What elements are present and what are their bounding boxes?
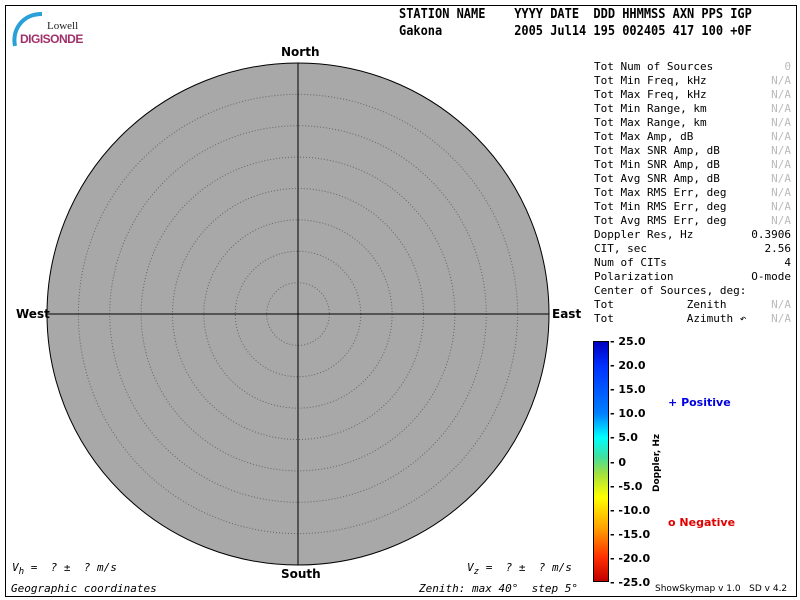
stat-value: 0 [784,60,791,73]
stat-label: Tot Min SNR Amp, dB [594,158,720,171]
header-values: Gakona 2005 Jul14 195 002405 417 100 +0F [399,24,752,39]
stat-row: Num of CITs 4 [594,256,791,270]
colorbar-tick: - -25.0 [610,576,651,589]
stat-label: Doppler Res, Hz [594,228,694,241]
stat-label: Tot Min Range, km [594,102,707,115]
stat-row: Doppler Res, Hz 0.3906 [594,228,791,242]
stat-row: Tot Max Range, km N/A [594,116,791,130]
stat-value: 0.3906 [751,228,791,241]
legend-positive: + Positive [668,396,731,409]
stat-label: Tot Max Amp, dB [594,130,694,143]
stat-row: Tot Min RMS Err, deg N/A [594,200,791,214]
vz-readout: Vz = ? ± ? m/s [467,561,572,578]
stat-row: Polarization O-mode [594,270,791,284]
stat-row: Tot Max RMS Err, deg N/A [594,186,791,200]
logo-text-digisonde: DIGISONDE [20,32,83,46]
stat-label: Num of CITs [594,256,667,269]
zenith-scale-label: Zenith: max 40° step 5° [419,582,578,595]
plus-icon: + [668,396,678,409]
stat-label: Tot Min RMS Err, deg [594,200,727,213]
colorbar-tick: - 10.0 [610,407,646,421]
statistics-panel: Tot Num of Sources 0 Tot Min Freq, kHz N/A T… [594,60,791,326]
label-north: North [281,45,320,59]
stat-label: Tot Avg SNR Amp, dB [594,172,720,185]
vh-readout: Vh = ? ± ? m/s [12,561,117,578]
stat-value: N/A [771,116,791,129]
stat-value: N/A [771,312,791,325]
logo-arc-icon [12,12,43,47]
digisonde-logo: Lowell DIGISONDE [10,10,90,50]
stat-value: N/A [771,102,791,115]
legend-negative: o Negative [668,516,735,529]
stat-label: Tot Avg RMS Err, deg [594,214,727,227]
colorbar-label: Doppler, Hz [652,433,662,492]
stat-label: Tot Max SNR Amp, dB [594,144,720,157]
stat-row: Tot Min SNR Amp, dB N/A [594,158,791,172]
colorbar-tick: - -15.0 [610,527,651,541]
stat-row: Center of Sources, deg: [594,284,791,298]
stat-value: N/A [771,214,791,227]
colorbar-tick: - -10.0 [610,503,651,517]
coordinates-label: Geographic coordinates [11,582,157,595]
stat-value: N/A [771,172,791,185]
stat-label: CIT, sec [594,242,647,255]
stat-value: 2.56 [764,242,792,255]
stat-row: Tot Azimuth ↶ N/A [594,312,791,326]
stat-label: Center of Sources, deg: [594,284,747,297]
colorbar-tick: - 25.0 [610,335,646,348]
stat-row: Tot Zenith N/A [594,298,791,312]
stat-value: N/A [771,144,791,157]
stat-value: N/A [771,298,791,311]
doppler-colorbar [593,341,609,582]
colorbar-tick: - 0 [610,455,627,469]
version-label: ShowSkymap v 1.0 SD v 4.2 [655,584,788,594]
stat-row: Tot Max Freq, kHz N/A [594,88,791,102]
logo-text-lowell: Lowell [47,20,79,32]
stat-row: Tot Avg RMS Err, deg N/A [594,214,791,228]
stat-label: Tot Num of Sources [594,60,714,73]
stat-row: Tot Min Freq, kHz N/A [594,74,791,88]
label-east: East [552,307,582,321]
stat-row: Tot Num of Sources 0 [594,60,791,74]
colorbar-tick: - 15.0 [610,383,646,397]
stat-label: Polarization [594,270,674,283]
stat-row: Tot Max SNR Amp, dB N/A [594,144,791,158]
stat-value: N/A [771,74,791,87]
stat-label: Tot Min Freq, kHz [594,74,707,87]
header-labels: STATION NAME YYYY DATE DDD HHMMSS AXN PP… [399,7,752,22]
colorbar-tick: - -20.0 [610,551,651,565]
stat-label: Tot Max Range, km [594,116,707,129]
label-west: West [16,307,50,321]
stat-value: N/A [771,88,791,101]
stat-value: N/A [771,158,791,171]
stat-row: Tot Max Amp, dB N/A [594,130,791,144]
stat-row: CIT, sec 2.56 [594,242,791,256]
legend-negative-label: Negative [679,516,736,529]
top-border [5,5,797,6]
stat-value: N/A [771,200,791,213]
colorbar-tick: - -5.0 [610,479,643,493]
colorbar-tick: - 20.0 [610,359,646,373]
stat-value: N/A [771,130,791,143]
stat-value: N/A [771,186,791,199]
stat-label: Tot Azimuth ↶ [594,312,747,325]
stat-label: Tot Max RMS Err, deg [594,186,727,199]
stat-value: 4 [784,256,791,269]
legend-positive-label: Positive [681,396,731,409]
stat-value: O-mode [751,270,791,283]
stat-row: Tot Min Range, km N/A [594,102,791,116]
frame [5,5,797,597]
stat-label: Tot Max Freq, kHz [594,88,707,101]
label-south: South [281,567,321,581]
stat-label: Tot Zenith [594,298,727,311]
stat-row: Tot Avg SNR Amp, dB N/A [594,172,791,186]
circle-icon: o [668,516,676,529]
colorbar-tick: - 5.0 [610,431,638,445]
